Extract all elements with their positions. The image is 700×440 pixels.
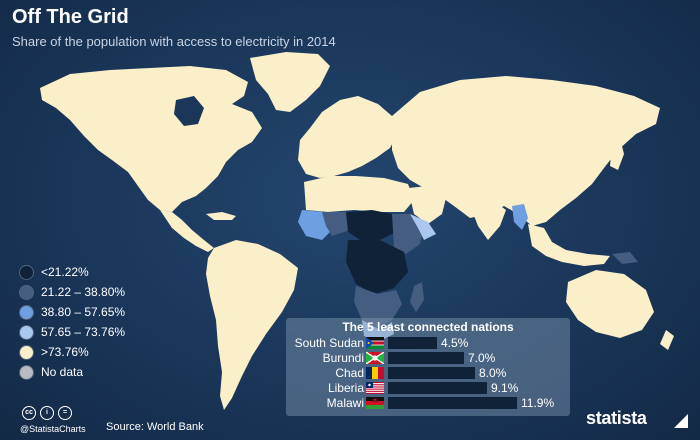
legend-swatch-5	[20, 345, 33, 359]
region-india	[468, 198, 506, 240]
brand-logo[interactable]: statista	[586, 408, 647, 428]
statista-logo-icon	[674, 414, 688, 428]
bar-2	[388, 352, 464, 364]
region-hudson-bay	[174, 96, 204, 126]
region-madagascar	[410, 282, 424, 312]
south-sudan-flag-icon	[366, 337, 384, 349]
chart-subtitle: Share of the population with access to e…	[12, 34, 336, 49]
region-se-asia	[528, 224, 610, 266]
chart-title: Off The Grid	[12, 6, 129, 28]
bar-1	[388, 337, 437, 349]
legend-label-2: 21.22 – 38.80%	[41, 285, 126, 299]
liberia-flag-icon	[366, 382, 384, 394]
value-label-4: 9.1%	[491, 381, 519, 395]
value-label-5: 11.9%	[521, 396, 555, 410]
region-new-zealand	[660, 330, 674, 350]
region-horn	[410, 214, 436, 240]
bar-5	[388, 397, 517, 409]
region-caribbean	[206, 212, 236, 220]
region-myanmar	[512, 204, 528, 230]
ranking-row-5: Malawi 11.9%	[286, 396, 570, 410]
legend-swatch-4	[20, 325, 33, 339]
bar-4	[388, 382, 487, 394]
region-png	[612, 252, 638, 264]
legend-swatch-3	[20, 305, 33, 319]
bar-3	[388, 367, 475, 379]
legend-item-1: <21.22%	[20, 262, 125, 282]
region-arabia	[408, 186, 446, 224]
legend-label-4: 57.65 – 73.76%	[41, 325, 126, 339]
region-southern-africa	[354, 286, 402, 330]
region-asia	[392, 76, 660, 226]
burundi-flag-icon	[366, 352, 384, 364]
value-label-3: 8.0%	[479, 366, 507, 380]
social-handle[interactable]: @StatistaCharts	[20, 424, 86, 434]
malawi-flag-icon	[366, 397, 384, 409]
ranking-row-2: Burundi 7.0%	[286, 351, 570, 365]
chad-flag-icon	[366, 367, 384, 379]
legend-swatch-6	[20, 365, 33, 379]
region-europe	[298, 96, 398, 178]
region-central-africa	[346, 240, 408, 294]
legend-item-4: 57.65 – 73.76%	[20, 322, 125, 342]
region-sahel	[346, 210, 396, 240]
country-name-3: Chad	[335, 366, 364, 380]
legend-label-1: <21.22%	[41, 265, 89, 279]
legend-label-3: 38.80 – 57.65%	[41, 305, 126, 319]
value-label-1: 4.5%	[441, 336, 469, 350]
legend-item-2: 21.22 – 38.80%	[20, 282, 125, 302]
source-note: Source: World Bank	[106, 421, 204, 433]
country-name-5: Malawi	[326, 396, 364, 410]
attribution-icon[interactable]: i	[40, 406, 54, 420]
region-west-africa	[298, 210, 332, 240]
region-south-america	[206, 240, 298, 410]
legend-swatch-2	[20, 285, 33, 299]
legend-item-5: >73.76%	[20, 342, 125, 362]
legend-label-6: No data	[41, 365, 84, 379]
panel-title: The 5 least connected nations	[342, 320, 514, 334]
region-greenland	[250, 52, 330, 112]
region-north-america	[40, 66, 262, 212]
no-derivatives-icon[interactable]: =	[58, 406, 72, 420]
region-north-africa	[304, 176, 414, 212]
region-japan	[610, 138, 624, 170]
legend-item-6: No data	[20, 362, 125, 382]
map-legend: <21.22% 21.22 – 38.80% 38.80 – 57.65% 57…	[20, 262, 125, 382]
value-label-2: 7.0%	[468, 351, 496, 365]
country-name-2: Burundi	[322, 351, 364, 365]
legend-item-3: 38.80 – 57.65%	[20, 302, 125, 322]
country-name-4: Liberia	[327, 381, 364, 395]
cc-icon[interactable]: cc	[22, 406, 36, 420]
legend-label-5: >73.76%	[41, 345, 89, 359]
license-icons: cc i =	[22, 406, 76, 420]
region-central-america	[160, 210, 214, 252]
country-name-1: South Sudan	[294, 336, 364, 350]
legend-swatch-1	[20, 265, 33, 279]
ranking-row-4: Liberia 9.1%	[286, 381, 570, 395]
region-west-africa-dark	[322, 212, 350, 236]
least-connected-panel: The 5 least connected nations South Suda…	[286, 318, 570, 416]
ranking-row-1: South Sudan 4.5%	[286, 336, 570, 350]
ranking-row-3: Chad 8.0%	[286, 366, 570, 380]
region-australia	[566, 270, 654, 338]
region-south-africa	[362, 320, 394, 342]
